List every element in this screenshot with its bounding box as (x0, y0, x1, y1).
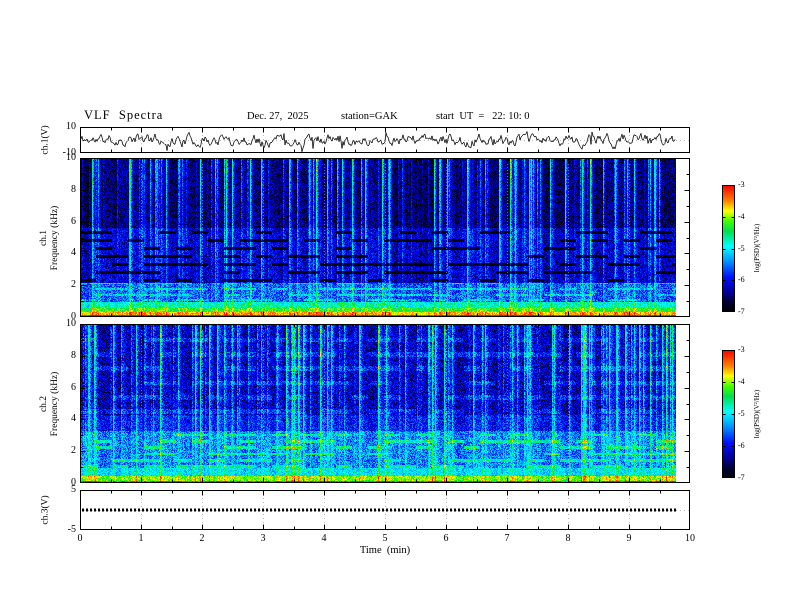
colorbar2-tick--3: -3 (738, 345, 745, 354)
x-axis-title: Time (min) (359, 545, 411, 556)
colorbar1-tick--4: -4 (738, 211, 745, 221)
colorbar1-tick--5: -5 (738, 243, 745, 253)
x-tick-label-5: 5 (382, 533, 388, 544)
ch1-spectrogram-panel (80, 158, 690, 317)
freq-tick-label-ch2-2: 2 (71, 445, 76, 457)
x-tick-label-0: 0 (77, 533, 83, 544)
ch3-waveform-panel (80, 490, 690, 530)
figure-title: VLF Spectra (84, 108, 164, 122)
freq-tick-label-ch2-10: 10 (66, 318, 76, 329)
ch1-waveform-panel (80, 127, 690, 153)
colorbar-ch2 (722, 350, 735, 478)
x-tick-label-2: 2 (199, 533, 205, 544)
ch3-volt-tick-5: 5 (71, 484, 76, 495)
x-tick-label-8: 8 (565, 533, 571, 544)
colorbar2-tick--6: -6 (738, 441, 745, 450)
x-tick-label-9: 9 (626, 533, 632, 544)
freq-tick-label-ch1-4: 4 (71, 247, 76, 259)
freq-tick-label-ch2-6: 6 (71, 381, 76, 393)
colorbar-ch1 (722, 185, 735, 312)
x-tick-label-1: 1 (138, 533, 144, 544)
colorbar2-tick--4: -4 (738, 377, 745, 386)
ch3-volt-tick--5: -5 (67, 524, 76, 535)
figure-date: Dec. 27, 2025 (247, 111, 309, 122)
colorbar1-tick--3: -3 (738, 180, 745, 189)
ch1-volt-tick--10: -10 (62, 147, 76, 158)
ch1-volt-tick-10: 10 (66, 121, 76, 132)
freq-tick-label-ch1-10: 10 (66, 152, 76, 163)
x-tick-label-4: 4 (321, 533, 327, 544)
colorbar1-tick--6: -6 (738, 275, 745, 285)
colorbar2-tick--7: -7 (738, 473, 745, 482)
x-tick-label-10: 10 (685, 533, 695, 544)
station-label: station=GAK (341, 111, 398, 122)
x-tick-label-3: 3 (260, 533, 266, 544)
colorbar1-tick--7: -7 (738, 307, 745, 316)
colorbar2-tick--5: -5 (738, 409, 745, 418)
x-tick-label-7: 7 (504, 533, 510, 544)
freq-tick-label-ch1-0: 0 (71, 311, 76, 322)
freq-tick-label-ch2-8: 8 (71, 349, 76, 361)
freq-tick-label-ch1-6: 6 (71, 215, 76, 227)
freq-tick-label-ch2-0: 0 (71, 477, 76, 488)
freq-tick-label-ch1-2: 2 (71, 279, 76, 291)
freq-tick-label-ch2-4: 4 (71, 413, 76, 425)
ch2-spectrogram-panel (80, 324, 690, 483)
start-ut-label: start UT = 22: 10: 0 (436, 111, 530, 122)
x-tick-label-6: 6 (443, 533, 449, 544)
freq-tick-label-ch1-8: 8 (71, 183, 76, 195)
